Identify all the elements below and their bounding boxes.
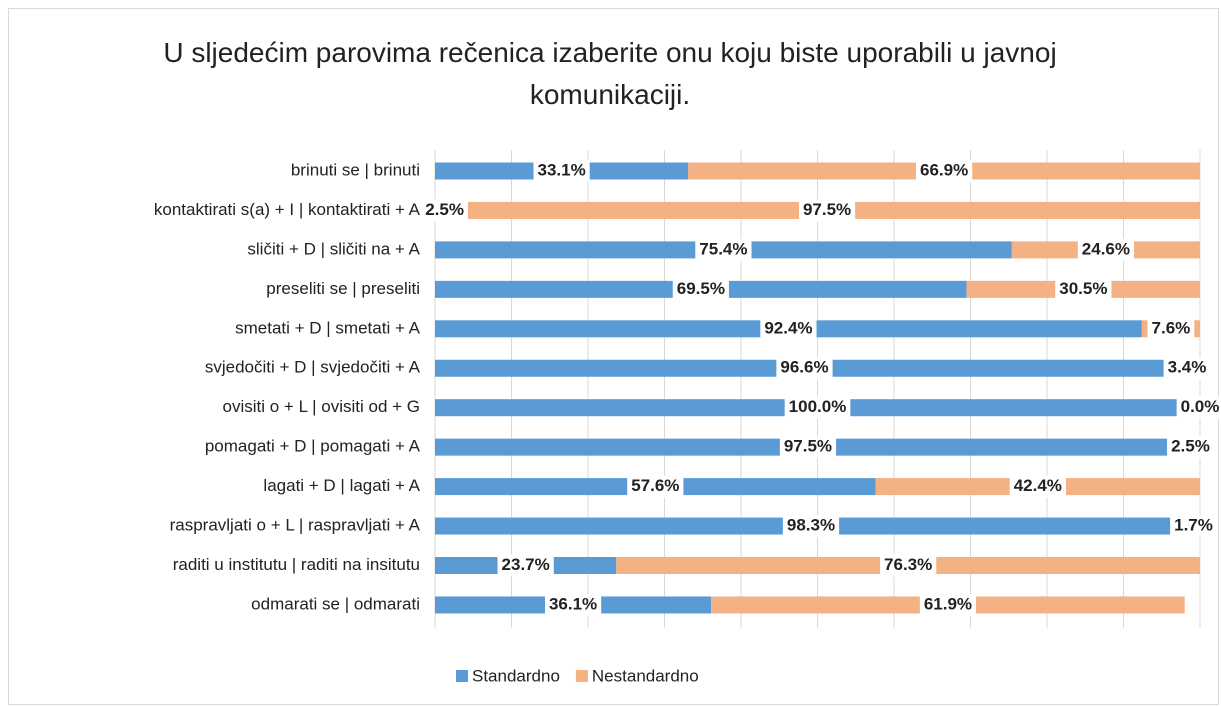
legend-label: Standardno: [472, 666, 560, 685]
label-bg: [784, 396, 851, 419]
label-bg: [497, 554, 554, 577]
value-label: 96.6%: [780, 358, 828, 377]
legend-label: Nestandardno: [592, 666, 699, 685]
value-label: 0.0%: [1181, 397, 1220, 416]
y-tick-label: odmarati se | odmarati: [251, 594, 420, 613]
y-tick-label: svjedočiti + D | svjedočiti + A: [205, 358, 421, 377]
label-bg: [798, 199, 856, 222]
value-label: 2.5%: [425, 200, 464, 219]
label-bg: [1077, 238, 1135, 261]
label-bg: [1163, 357, 1211, 380]
y-tick-label: lagati + D | lagati + A: [263, 476, 420, 495]
value-label: 3.4%: [1168, 358, 1207, 377]
label-bg: [1170, 515, 1217, 538]
label-bg: [776, 357, 833, 380]
label-bg: [1176, 396, 1221, 419]
value-label: 2.5%: [1171, 437, 1210, 456]
value-label: 1.7%: [1174, 516, 1213, 535]
value-label: 23.7%: [502, 555, 550, 574]
y-tick-label: kontaktirati s(a) + I | kontaktirati + A: [154, 200, 421, 219]
value-label: 36.1%: [549, 594, 597, 613]
y-tick-label: preseliti se | preseliti: [266, 279, 420, 298]
y-tick-label: raspravljati o + L | raspravljati + A: [170, 516, 421, 535]
value-label: 42.4%: [1014, 476, 1062, 495]
label-bg: [627, 475, 684, 498]
label-bg: [782, 515, 840, 538]
value-label: 98.3%: [787, 516, 835, 535]
label-bg: [421, 199, 468, 222]
y-tick-label: smetati + D | smetati + A: [235, 318, 421, 337]
label-bg: [1167, 436, 1214, 459]
label-bg: [695, 238, 752, 261]
label-bg: [533, 160, 590, 182]
label-bg: [779, 436, 837, 459]
label-bg: [1055, 278, 1112, 301]
label-bg: [1147, 317, 1195, 340]
value-label: 97.5%: [803, 200, 851, 219]
value-label: 76.3%: [884, 555, 932, 574]
label-bg: [760, 317, 817, 340]
value-label: 30.5%: [1059, 279, 1107, 298]
value-label: 24.6%: [1082, 239, 1130, 258]
y-tick-label: sličiti + D | sličiti na + A: [247, 239, 420, 258]
value-label: 57.6%: [631, 476, 679, 495]
value-label: 61.9%: [924, 594, 972, 613]
legend-swatch: [575, 670, 588, 682]
chart-frame: [8, 8, 1219, 705]
y-tick-label: raditi u institutu | raditi na insitutu: [173, 555, 420, 574]
y-tick-label: pomagati + D | pomagati + A: [205, 437, 421, 456]
label-bg: [672, 278, 729, 301]
value-label: 75.4%: [699, 239, 747, 258]
value-label: 97.5%: [784, 437, 832, 456]
value-label: 7.6%: [1152, 318, 1191, 337]
y-tick-label: brinuti se | brinuti: [291, 160, 420, 179]
label-bg: [919, 593, 977, 616]
value-label: 66.9%: [920, 160, 968, 179]
label-bg: [880, 554, 937, 577]
chart-title: U sljedećim parovima rečenica izaberite …: [163, 37, 1057, 110]
value-label: 100.0%: [789, 397, 847, 416]
legend-swatch: [456, 670, 468, 682]
y-tick-label: ovisiti o + L | ovisiti od + G: [223, 397, 420, 416]
value-label: 69.5%: [677, 279, 725, 298]
label-bg: [916, 160, 973, 182]
label-bg: [544, 593, 602, 616]
value-label: 33.1%: [538, 160, 586, 179]
label-bg: [1009, 475, 1066, 498]
value-label: 92.4%: [764, 318, 812, 337]
